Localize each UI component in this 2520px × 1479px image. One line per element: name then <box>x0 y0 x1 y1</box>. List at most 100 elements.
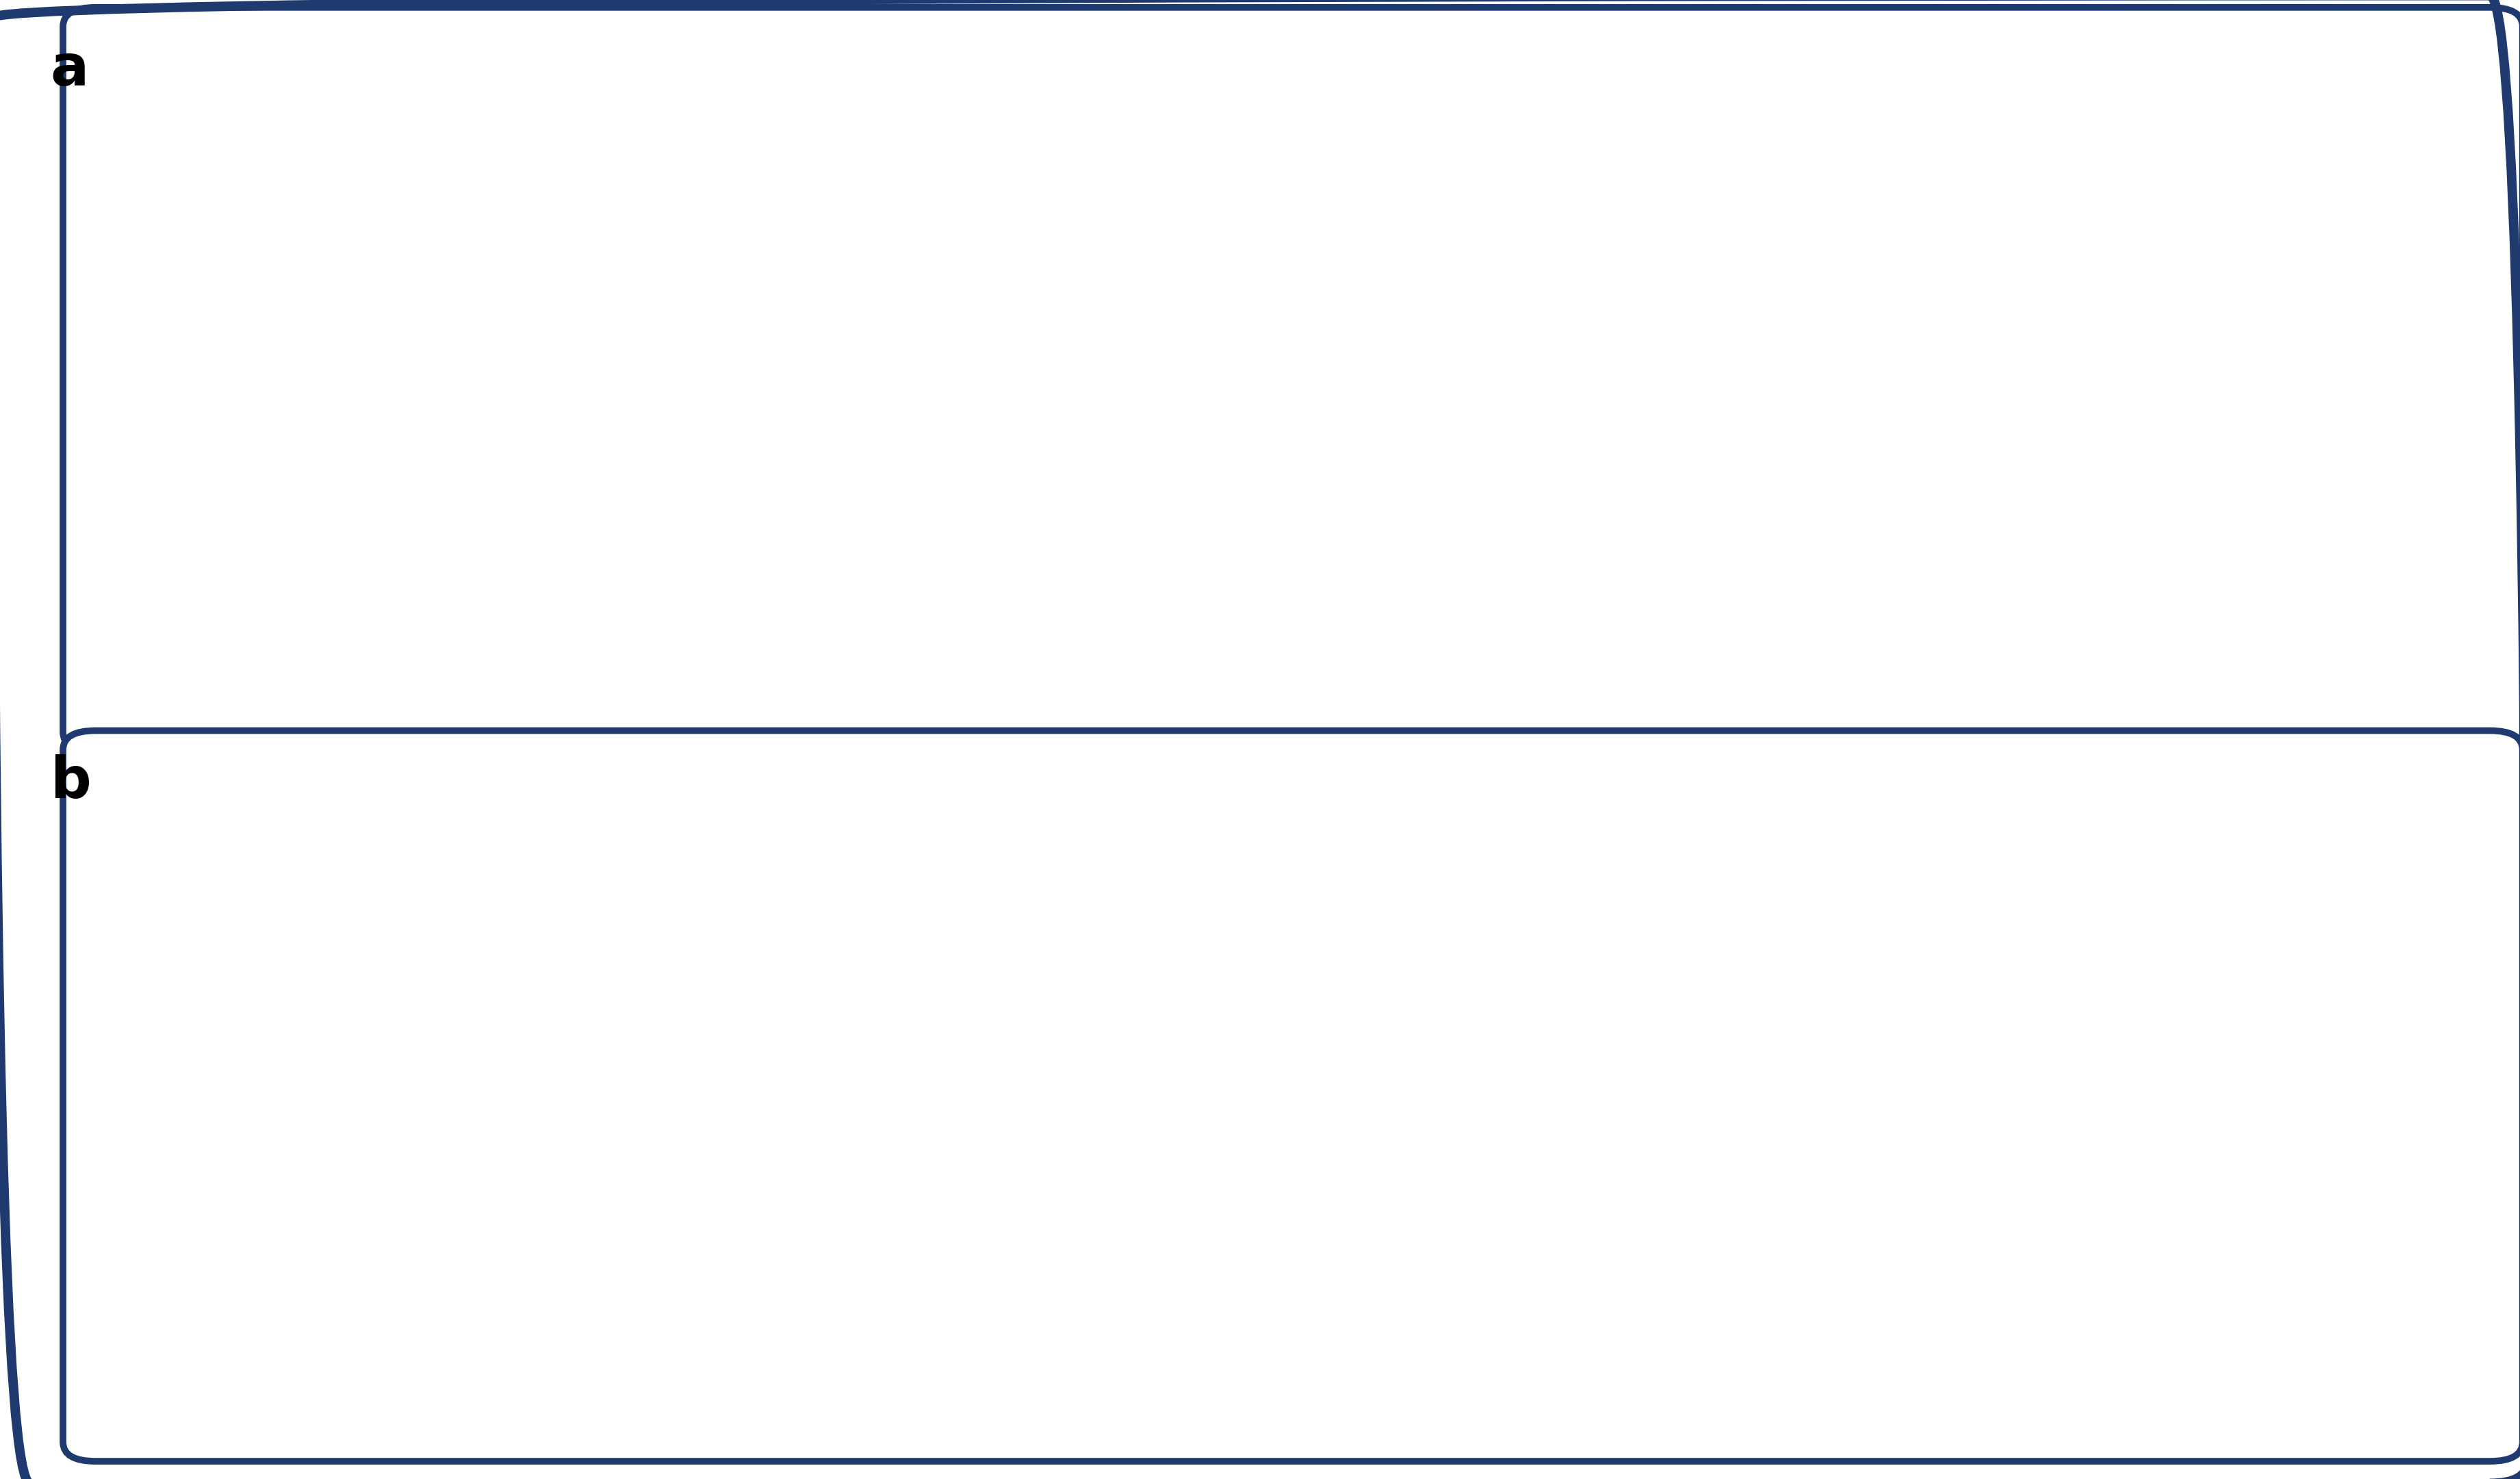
Circle shape <box>731 1214 746 1223</box>
Circle shape <box>1552 1059 1585 1078</box>
Circle shape <box>1497 1059 1530 1078</box>
Circle shape <box>2336 986 2356 997</box>
Circle shape <box>1444 1344 1474 1362</box>
X-axis label: Qᵢ (μL/min): Qᵢ (μL/min) <box>1971 1438 2074 1457</box>
Polygon shape <box>272 843 428 1108</box>
Polygon shape <box>819 889 1237 1023</box>
Circle shape <box>1661 1375 1693 1395</box>
Circle shape <box>1608 1312 1638 1331</box>
Circle shape <box>1716 1059 1746 1078</box>
Circle shape <box>1497 1375 1530 1395</box>
Circle shape <box>1252 312 1300 337</box>
Circle shape <box>1661 995 1693 1015</box>
Circle shape <box>1716 1154 1746 1173</box>
Polygon shape <box>945 345 978 515</box>
Polygon shape <box>1434 161 1452 581</box>
Circle shape <box>2145 464 2192 490</box>
Circle shape <box>879 1214 895 1223</box>
Circle shape <box>282 1139 300 1149</box>
Polygon shape <box>1956 1158 2011 1211</box>
Circle shape <box>1769 1154 1802 1173</box>
Text: Au: Au <box>166 454 320 532</box>
Circle shape <box>2021 973 2036 982</box>
Text: $\mathbf{Q_w}$: $\mathbf{Q_w}$ <box>141 1115 166 1133</box>
Text: Outlet: Outlet <box>620 1229 660 1241</box>
Circle shape <box>670 1242 685 1251</box>
Circle shape <box>854 1263 879 1278</box>
Text: PDMS: PDMS <box>166 163 320 216</box>
Circle shape <box>1389 1344 1421 1362</box>
Text: $\mathbf{Q_w}$: $\mathbf{Q_w}$ <box>418 1115 446 1133</box>
Polygon shape <box>746 1105 968 1333</box>
Text: $\mathbf{Q_w}$: $\mathbf{Q_w}$ <box>2165 920 2192 938</box>
Circle shape <box>1769 1028 1802 1046</box>
Polygon shape <box>708 1374 776 1407</box>
Circle shape <box>1389 1375 1421 1395</box>
Circle shape <box>1552 1186 1585 1204</box>
Circle shape <box>2145 512 2192 537</box>
Text: ( I ): ( I ) <box>144 61 197 86</box>
Text: 397 μm: 397 μm <box>1008 868 1048 879</box>
Text: Sectional view: Sectional view <box>980 762 1076 774</box>
Text: $\mathbf{Q_w}$: $\mathbf{Q_w}$ <box>2495 920 2520 938</box>
Circle shape <box>2021 916 2036 923</box>
Circle shape <box>1716 1123 1746 1142</box>
Polygon shape <box>1457 161 1474 581</box>
Polygon shape <box>1184 6 1852 176</box>
Text: Cell: Cell <box>1184 898 1205 907</box>
Circle shape <box>2008 1018 2049 1043</box>
Circle shape <box>1489 467 1537 493</box>
Text: Pull: Pull <box>635 1427 653 1438</box>
Text: Acoustofluidic device: Acoustofluidic device <box>607 1393 748 1407</box>
Circle shape <box>670 1177 685 1186</box>
Circle shape <box>670 850 685 859</box>
Circle shape <box>2021 1032 2036 1040</box>
Polygon shape <box>1411 161 1429 581</box>
Circle shape <box>822 1199 847 1213</box>
Ellipse shape <box>557 386 683 453</box>
Polygon shape <box>585 1010 771 1077</box>
Polygon shape <box>829 345 864 515</box>
Polygon shape <box>721 1407 764 1427</box>
Circle shape <box>822 1167 847 1180</box>
Circle shape <box>1673 231 1719 256</box>
Y-axis label: Cell recovery ratio (%): Cell recovery ratio (%) <box>1540 1149 1557 1341</box>
Circle shape <box>650 1183 706 1213</box>
Text: Fluidic channel: Fluidic channel <box>796 155 998 216</box>
Text: 60 s: 60 s <box>1865 1272 1898 1287</box>
Circle shape <box>2336 828 2356 839</box>
Circle shape <box>1824 1186 1857 1204</box>
Circle shape <box>1824 1312 1857 1331</box>
Polygon shape <box>2205 621 2366 951</box>
Circle shape <box>1698 333 1746 356</box>
Circle shape <box>1716 1281 1746 1300</box>
Polygon shape <box>166 589 1076 677</box>
Circle shape <box>859 1197 915 1226</box>
Text: Standing wave: Standing wave <box>985 1031 1071 1043</box>
Polygon shape <box>2313 620 2381 957</box>
Text: DEP: DEP <box>2318 413 2349 426</box>
Text: (a): (a) <box>229 87 255 106</box>
Text: (4 μL/min): (4 μL/min) <box>2313 1071 2379 1083</box>
Circle shape <box>2021 1062 2041 1072</box>
Circle shape <box>1444 1375 1474 1395</box>
Text: a: a <box>50 41 88 96</box>
Polygon shape <box>2046 1158 2102 1211</box>
Circle shape <box>2051 1115 2071 1127</box>
Circle shape <box>1227 467 1275 493</box>
Text: Push: Push <box>721 778 751 791</box>
Circle shape <box>282 1254 300 1263</box>
Circle shape <box>1444 1154 1474 1173</box>
Text: → Direction of flow: → Direction of flow <box>1472 771 1651 790</box>
Circle shape <box>1716 1217 1746 1236</box>
Circle shape <box>1552 1281 1585 1300</box>
Circle shape <box>2021 1121 2036 1128</box>
Polygon shape <box>600 345 633 515</box>
Polygon shape <box>166 290 1076 345</box>
Circle shape <box>985 933 1071 979</box>
Polygon shape <box>2192 161 2210 581</box>
Text: Acoustofluidic device: Acoustofluidic device <box>224 1327 355 1338</box>
Circle shape <box>1824 1375 1857 1395</box>
Circle shape <box>854 1167 879 1180</box>
Circle shape <box>2336 918 2356 929</box>
